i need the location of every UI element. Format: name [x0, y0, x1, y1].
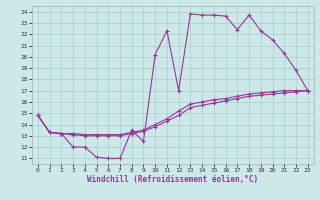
X-axis label: Windchill (Refroidissement éolien,°C): Windchill (Refroidissement éolien,°C): [87, 175, 258, 184]
